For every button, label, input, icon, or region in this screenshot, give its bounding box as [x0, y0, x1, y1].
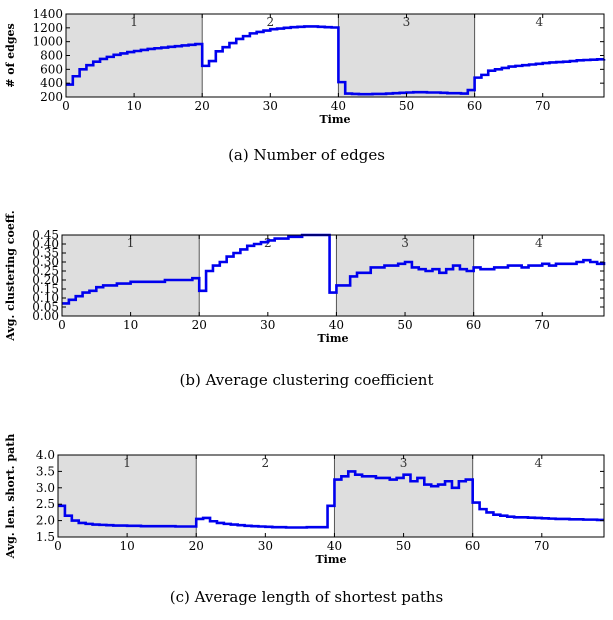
x-tick-label-c-4: 40: [327, 539, 342, 553]
chart-c: 1 2 3 40 10 20 30 40 50 60 701.52.02.53.03.54.0Tim…: [4, 434, 605, 566]
y-tick-label-c-3: 3.0: [36, 481, 55, 495]
series-line-a-1: [66, 25, 606, 96]
y-tick-label-b-5: 0.25: [32, 264, 59, 278]
y-tick-label-a-0: 200: [40, 90, 63, 104]
phase-label-a-2: 2: [266, 15, 274, 29]
x-axis-label-b: Time: [317, 332, 348, 345]
x-tick-label-b-6: 60: [466, 318, 481, 332]
phase-band-a-3: [338, 14, 475, 97]
x-tick-label-c-7: 70: [534, 539, 549, 553]
phase-band-c-3: [334, 455, 473, 537]
y-tick-label-a-4: 1000: [32, 35, 63, 49]
plot-frame-b: [61, 234, 605, 317]
y-tick-label-b-6: 0.30: [32, 255, 59, 269]
x-tick-label-b-7: 70: [535, 318, 550, 332]
phase-label-c-2: 2: [262, 456, 270, 470]
y-tick-label-c-5: 4.0: [36, 448, 55, 462]
series-line-b-1: [62, 233, 606, 305]
x-axis-label-a: Time: [319, 113, 350, 126]
x-tick-label-a-5: 50: [399, 99, 414, 113]
x-tick-label-c-3: 30: [258, 539, 273, 553]
chart-b: 1 2 3 40 10 20 30 40 50 60 700.000.050.100.150.200…: [4, 210, 606, 345]
y-tick-label-c-0: 1.5: [36, 530, 55, 544]
plot-frame-c: [57, 454, 605, 538]
x-tick-label-a-7: 70: [535, 99, 550, 113]
x-tick-label-a-0: 0: [62, 99, 70, 113]
x-tick-label-a-1: 10: [126, 99, 141, 113]
phase-label-a-4: 4: [535, 15, 543, 29]
phase-band-b-1: [62, 235, 200, 316]
caption-b: (b) Average clustering coefficient: [179, 371, 434, 389]
y-tick-label-b-8: 0.40: [32, 237, 59, 251]
y-tick-label-b-2: 0.10: [32, 291, 59, 305]
phase-label-b-4: 4: [535, 236, 543, 250]
phase-label-c-3: 3: [400, 456, 408, 470]
phase-label-c-1: 1: [123, 456, 131, 470]
y-axis-label-a: # of edges: [4, 23, 17, 88]
x-tick-label-b-5: 50: [397, 318, 412, 332]
phase-band-b-3: [336, 235, 474, 316]
x-tick-label-a-2: 20: [195, 99, 210, 113]
x-tick-label-b-3: 30: [260, 318, 275, 332]
phase-label-b-1: 1: [127, 236, 135, 250]
x-tick-label-b-1: 10: [123, 318, 138, 332]
y-tick-label-b-9: 0.45: [32, 228, 59, 242]
x-tick-label-c-2: 20: [189, 539, 204, 553]
caption-a: (a) Number of edges: [228, 146, 385, 164]
x-tick-label-c-1: 10: [119, 539, 134, 553]
y-tick-label-b-1: 0.05: [32, 300, 59, 314]
x-tick-label-b-2: 20: [192, 318, 207, 332]
y-axis-label-c: Avg. len. short. path: [4, 434, 17, 560]
y-tick-label-b-4: 0.20: [32, 273, 59, 287]
y-tick-label-a-2: 600: [40, 62, 63, 76]
phase-label-b-3: 3: [401, 236, 409, 250]
x-tick-label-c-5: 50: [396, 539, 411, 553]
x-tick-label-c-6: 60: [465, 539, 480, 553]
y-tick-label-a-3: 800: [40, 49, 63, 63]
x-tick-label-c-0: 0: [54, 539, 62, 553]
x-tick-label-b-0: 0: [58, 318, 66, 332]
y-tick-label-a-1: 400: [40, 76, 63, 90]
series-line-c-1: [58, 470, 604, 529]
x-tick-label-a-6: 60: [467, 99, 482, 113]
phase-label-a-1: 1: [130, 15, 138, 29]
caption-c: (c) Average length of shortest paths: [169, 588, 444, 606]
y-tick-label-a-5: 1200: [32, 21, 63, 35]
x-tick-label-a-3: 30: [263, 99, 278, 113]
y-tick-label-a-6: 1400: [32, 7, 63, 21]
y-tick-label-b-0: 0.00: [32, 309, 59, 323]
y-tick-label-b-3: 0.15: [32, 282, 59, 296]
y-tick-label-c-4: 3.5: [36, 464, 55, 478]
y-axis-label-b: Avg. clustering coeff.: [4, 210, 17, 341]
x-axis-label-c: Time: [315, 553, 346, 566]
phase-label-a-3: 3: [403, 15, 411, 29]
x-tick-label-a-4: 40: [331, 99, 346, 113]
y-tick-label-c-1: 2.0: [36, 514, 55, 528]
y-tick-label-c-2: 2.5: [36, 497, 55, 511]
phase-band-a-1: [66, 14, 203, 97]
chart-a: 1 2 3 40 10 20 30 40 50 60 70200400600800100012001…: [4, 7, 606, 126]
phase-label-c-4: 4: [535, 456, 543, 470]
y-tick-label-b-7: 0.35: [32, 246, 59, 260]
x-tick-label-b-4: 40: [329, 318, 344, 332]
